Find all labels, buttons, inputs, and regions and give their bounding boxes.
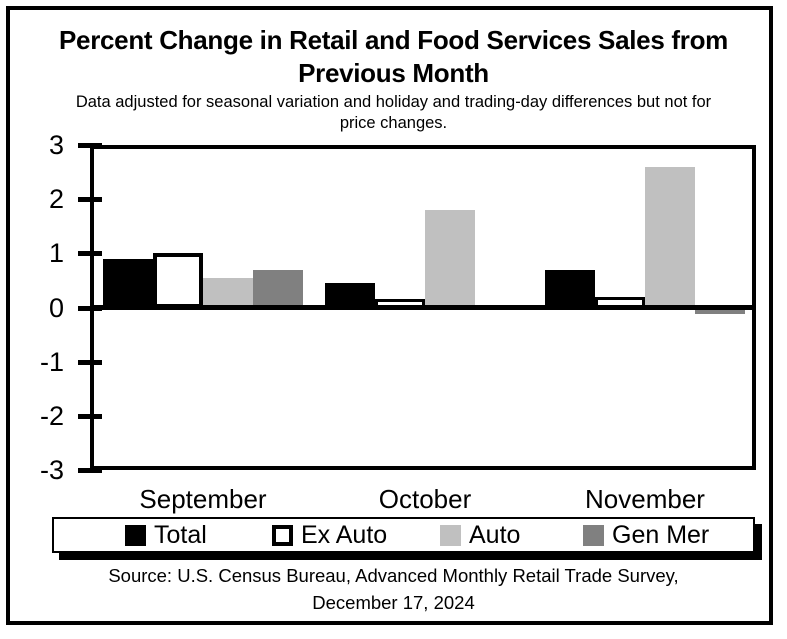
plot-area: [90, 145, 756, 470]
y-axis-tick-3: [78, 143, 102, 148]
y-axis-label--2: -2: [39, 400, 64, 431]
source-note-line-2: December 17, 2024: [312, 592, 475, 613]
legend: Total Ex Auto Auto Gen Mer: [52, 517, 755, 553]
x-axis-label-september: September: [139, 484, 267, 514]
y-axis-tick-1: [78, 251, 102, 257]
chart-title: Percent Change in Retail and Food Servic…: [0, 24, 787, 90]
chart-subtitle-line-2: price changes.: [339, 114, 448, 132]
y-axis-label--1: -1: [39, 346, 64, 377]
bar-november-total: [545, 269, 595, 309]
bar-october-auto: [425, 210, 475, 309]
legend-label-gen-mer: Gen Mer: [612, 520, 710, 549]
legend-label-ex-auto: Ex Auto: [301, 520, 388, 549]
y-axis-tick-0: [78, 305, 102, 311]
bar-november-auto: [645, 166, 695, 309]
y-axis-tick--2: [78, 413, 102, 419]
legend-swatch-gen-mer-icon: [583, 524, 604, 546]
legend-item-gen-mer: Gen Mer: [583, 519, 709, 551]
source-note-line-1: Source: U.S. Census Bureau, Advanced Mon…: [108, 565, 679, 586]
legend-label-auto: Auto: [469, 520, 521, 549]
y-axis-label--3: -3: [39, 455, 64, 485]
x-axis-label-november: November: [585, 484, 705, 514]
y-axis-tick-2: [78, 197, 102, 203]
y-axis-tick--1: [78, 359, 102, 365]
chart-subtitle: Data adjusted for seasonal variation and…: [0, 92, 787, 134]
y-axis-label-3: 3: [48, 130, 64, 160]
plot-border: [90, 145, 756, 470]
legend-label-total: Total: [154, 520, 207, 549]
legend-item-total: Total: [125, 519, 207, 551]
y-axis-label-2: 2: [48, 184, 64, 215]
y-axis-tick--3: [78, 468, 102, 473]
x-axis-label-october: October: [378, 484, 472, 514]
legend-swatch-auto-icon: [440, 524, 461, 546]
bar-september-auto: [203, 277, 253, 309]
y-axis-label-1: 1: [48, 238, 64, 269]
bar-september-gen-mer: [253, 269, 303, 309]
legend-item-ex-auto: Ex Auto: [272, 519, 387, 551]
bar-october-total: [325, 283, 375, 309]
bar-september-ex-auto: [153, 253, 203, 309]
zero-axis-line: [90, 305, 756, 310]
chart-subtitle-line-1: Data adjusted for seasonal variation and…: [75, 93, 712, 111]
chart-title-line-2: Previous Month: [298, 58, 489, 88]
legend-item-auto: Auto: [440, 519, 520, 551]
y-axis-label-0: 0: [48, 292, 64, 323]
source-note: Source: U.S. Census Bureau, Advanced Mon…: [0, 562, 787, 616]
bar-september-total: [103, 258, 153, 309]
legend-swatch-total-icon: [125, 524, 146, 546]
legend-swatch-ex-auto-icon: [272, 524, 293, 546]
chart-title-line-1: Percent Change in Retail and Food Servic…: [59, 25, 728, 55]
bar-november-gen-mer: [695, 308, 745, 314]
